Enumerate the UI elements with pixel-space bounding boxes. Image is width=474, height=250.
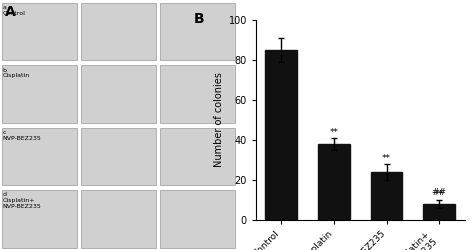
Text: a
Control: a Control bbox=[2, 5, 25, 16]
Text: A: A bbox=[5, 5, 16, 19]
Text: **: ** bbox=[329, 128, 338, 137]
Bar bbox=[160, 2, 235, 60]
Bar bbox=[2, 65, 77, 122]
Bar bbox=[82, 65, 155, 122]
Bar bbox=[82, 2, 155, 60]
Bar bbox=[2, 190, 77, 248]
Bar bbox=[160, 128, 235, 185]
Text: ##: ## bbox=[432, 188, 447, 197]
Text: d
Cisplatin+
NVP-BEZ235: d Cisplatin+ NVP-BEZ235 bbox=[2, 192, 41, 209]
Text: **: ** bbox=[435, 190, 444, 199]
Bar bbox=[371, 172, 402, 220]
Text: c
NVP-BEZ235: c NVP-BEZ235 bbox=[2, 130, 41, 141]
Text: B: B bbox=[193, 12, 204, 26]
Bar bbox=[2, 2, 77, 60]
Bar bbox=[2, 128, 77, 185]
Bar bbox=[423, 204, 455, 220]
Y-axis label: Number of colonies: Number of colonies bbox=[214, 72, 224, 168]
Bar bbox=[82, 128, 155, 185]
Text: **: ** bbox=[382, 154, 391, 163]
Bar bbox=[318, 144, 350, 220]
Bar bbox=[160, 65, 235, 122]
Bar bbox=[82, 190, 155, 248]
Text: b
Cisplatin: b Cisplatin bbox=[2, 68, 29, 78]
Bar bbox=[265, 50, 297, 220]
Bar bbox=[160, 190, 235, 248]
